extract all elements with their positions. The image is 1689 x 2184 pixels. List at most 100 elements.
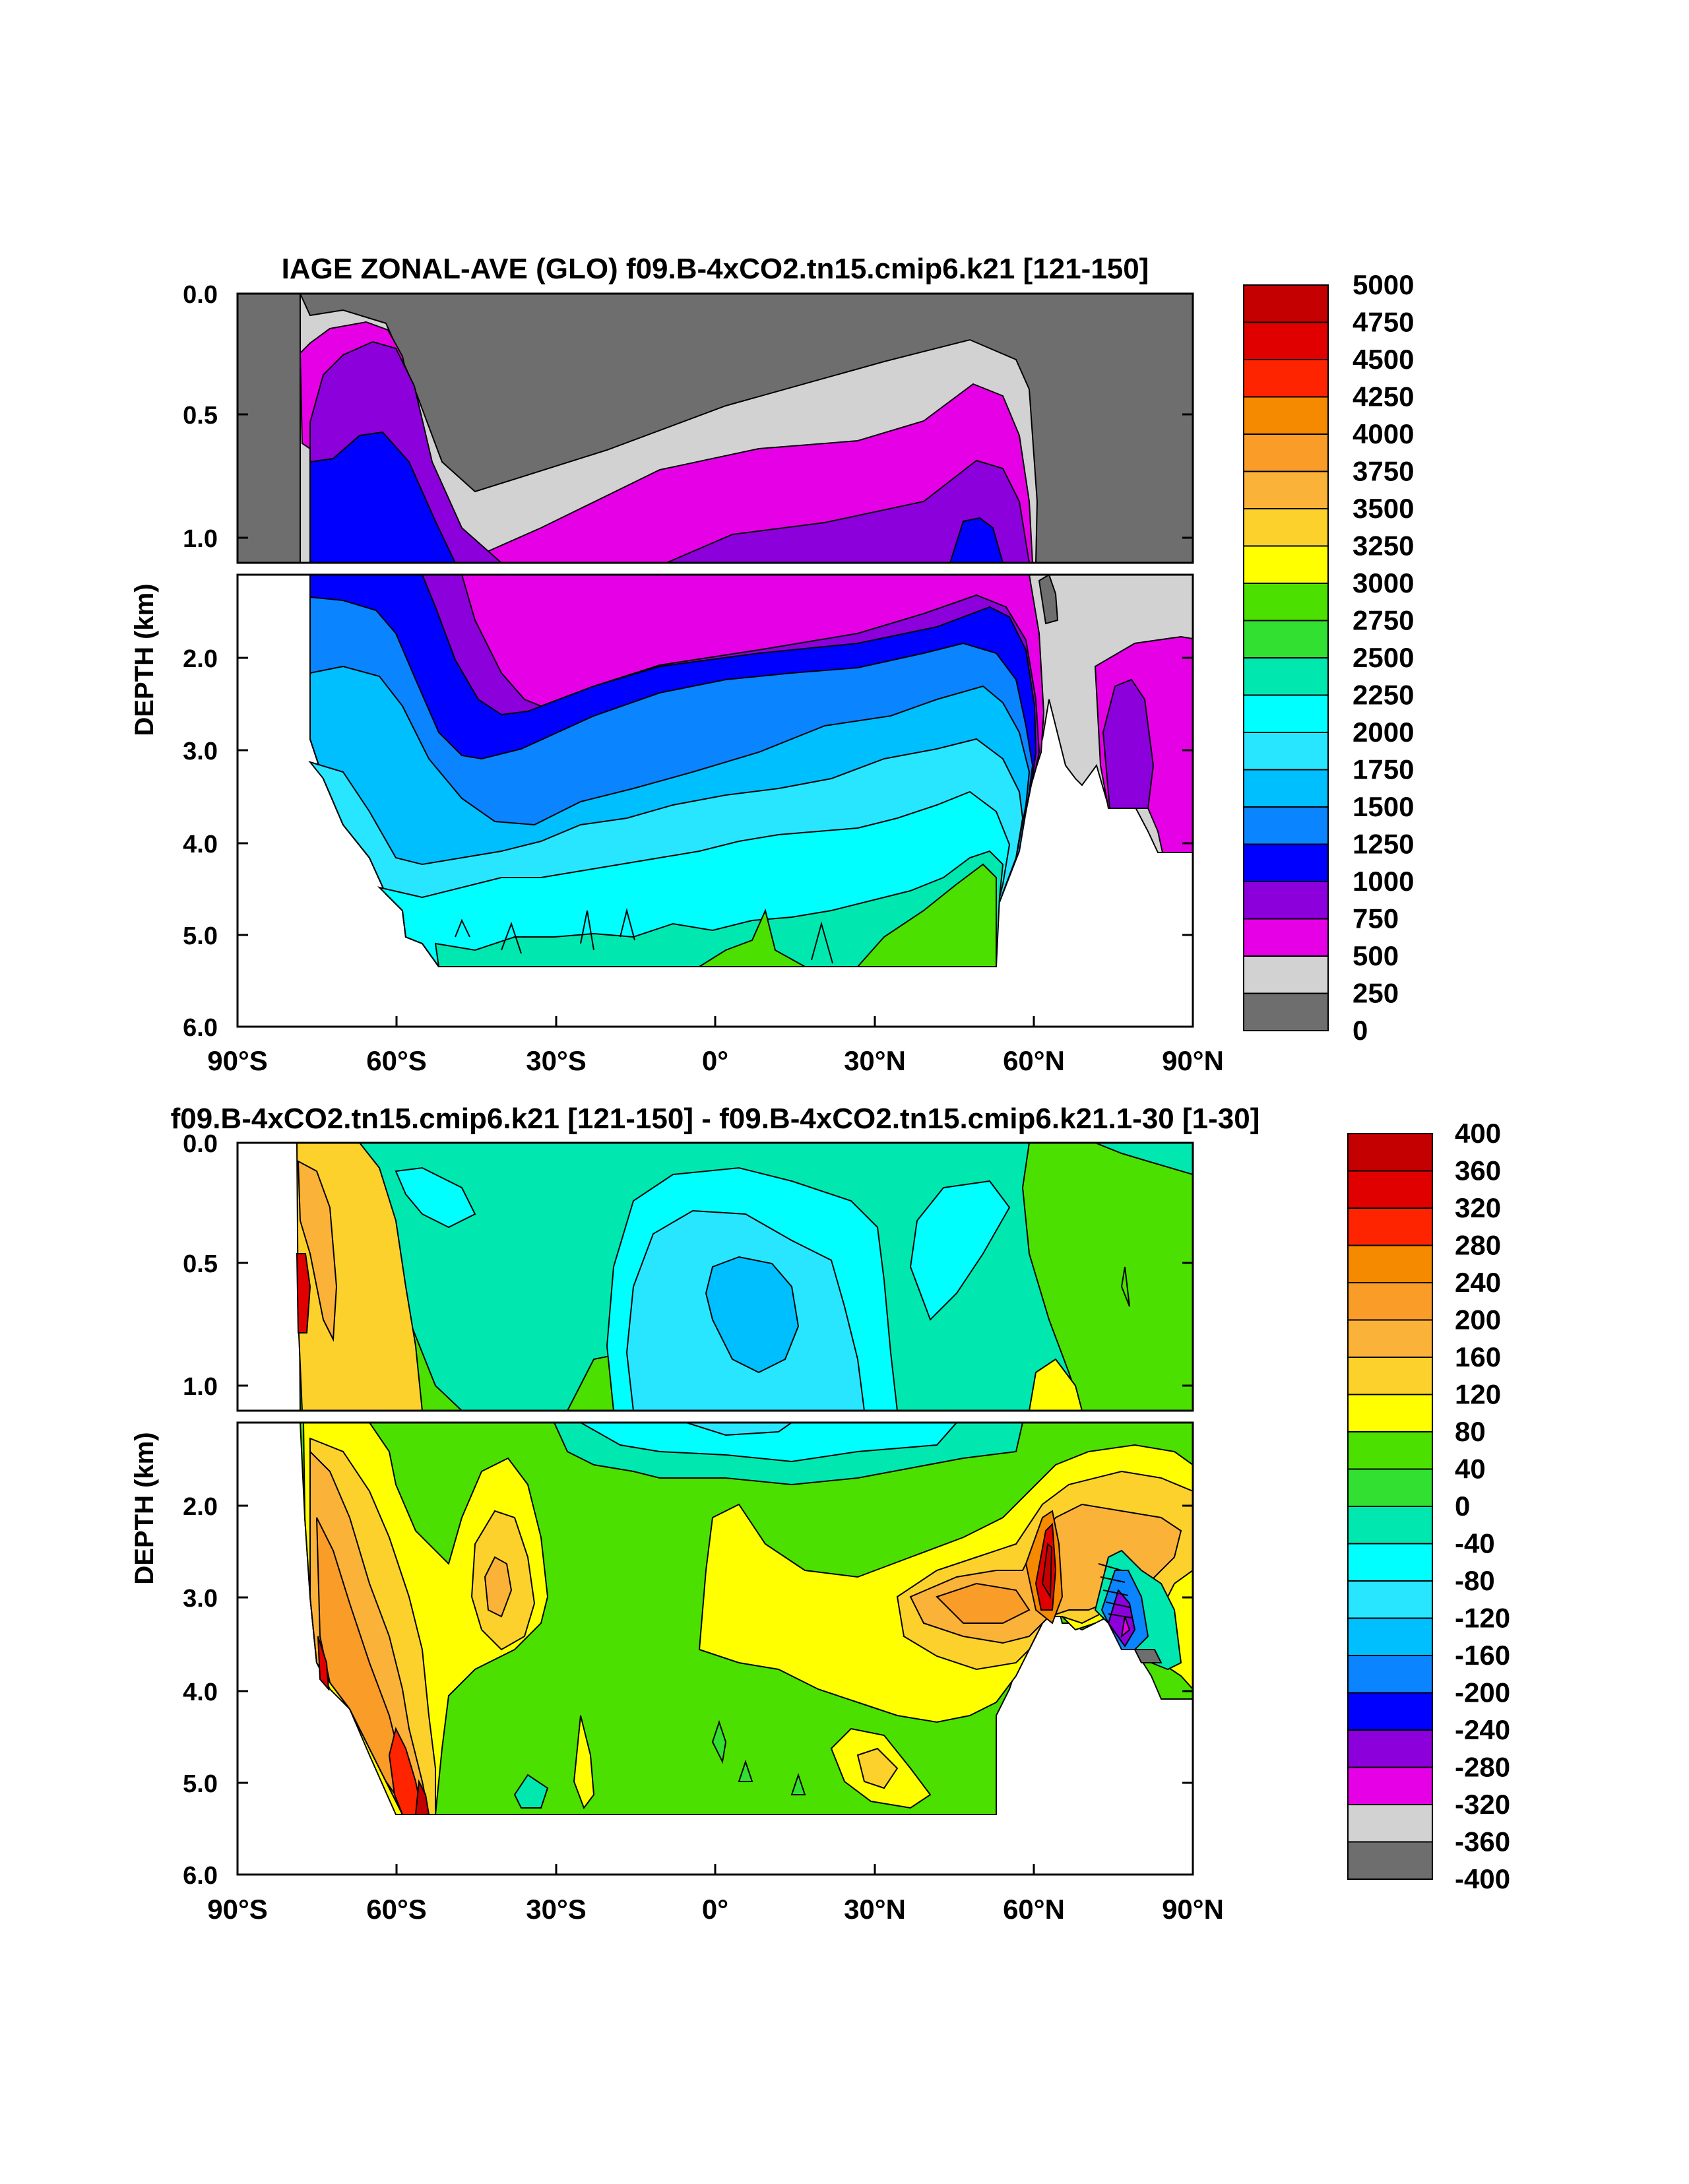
x-tick-label: 90°N [1162,1045,1224,1076]
colorbar-swatch [1243,881,1329,920]
x-tick-label: 60°S [366,1045,427,1076]
colorbar-swatch [1243,769,1329,808]
panel-2-top-frame [236,1141,1194,1412]
colorbar-label: 280 [1455,1230,1501,1261]
colorbar-swatch [1347,1207,1433,1246]
colorbar-label: 2000 [1353,717,1414,748]
colorbar-swatch [1243,321,1329,360]
x-tick-label: 90°S [207,1894,268,1925]
colorbar-swatch [1243,508,1329,547]
x-tick-label: 60°N [1003,1894,1065,1925]
colorbar-label: -80 [1455,1565,1495,1596]
colorbar-swatch [1347,1655,1433,1694]
colorbar-label: 4250 [1353,381,1414,412]
panel-2: f09.B-4xCO2.tn15.cmip6.k21 [121-150] - f… [130,1103,1510,1925]
colorbar-swatch [1347,1357,1433,1396]
colorbar-label: 3000 [1353,567,1414,598]
x-tick-label: 30°N [844,1045,906,1076]
colorbar-swatch [1243,284,1329,323]
colorbar-swatch [1347,1394,1433,1432]
panel-1-ylabel: DEPTH (km) [130,583,159,736]
colorbar-label: -40 [1455,1528,1495,1559]
panel-1: IAGE ZONAL-AVE (GLO) f09.B-4xCO2.tn15.cm… [130,253,1414,1076]
colorbar-label: 5000 [1353,269,1414,300]
colorbar-swatch [1347,1133,1433,1172]
colorbar-swatch [1243,843,1329,882]
colorbar-swatch [1243,545,1329,584]
colorbar-label: 1000 [1353,866,1414,897]
colorbar-label: 80 [1455,1416,1486,1447]
panel-2-title: f09.B-4xCO2.tn15.cmip6.k21 [121-150] - f… [171,1103,1260,1135]
y-tick-label: 1.0 [183,1373,218,1401]
colorbar-label: 2250 [1353,680,1414,711]
y-tick-label: 6.0 [183,1862,218,1890]
colorbar-swatch [1243,396,1329,435]
colorbar-label: 320 [1455,1192,1501,1223]
colorbar-label: 4750 [1353,307,1414,338]
colorbar-swatch [1243,434,1329,472]
y-tick-label: 4.0 [183,1679,218,1706]
colorbar-label: 360 [1455,1155,1501,1186]
panel-2-y-tick-labels: 0.0 0.5 1.0 2.0 3.0 4.0 5.0 6.0 [183,1130,218,1890]
y-tick-label: 2.0 [183,1493,218,1521]
y-tick-label: 6.0 [183,1014,218,1042]
x-tick-label: 30°S [526,1045,587,1076]
y-tick-label: 3.0 [183,738,218,765]
panel-1-colorbar: 5000475045004250400037503500325030002750… [1243,269,1414,1046]
colorbar-swatch [1347,1506,1433,1545]
y-tick-label: 0.5 [183,402,218,430]
y-tick-label: 5.0 [183,1770,218,1798]
colorbar-label: 160 [1455,1341,1501,1372]
colorbar-label: 750 [1353,903,1399,934]
colorbar-swatch [1347,1617,1433,1656]
panel-2-ticks [238,1141,1193,1875]
panel-1-y-tick-labels: 0.0 0.5 1.0 2.0 3.0 4.0 5.0 6.0 [183,281,218,1042]
colorbar-swatch [1243,992,1329,1031]
colorbar-label: -320 [1455,1789,1510,1820]
y-tick-label: 3.0 [183,1585,218,1613]
colorbar-swatch [1243,955,1329,994]
colorbar-swatch [1347,1170,1433,1209]
x-tick-label: 60°S [366,1894,427,1925]
colorbar-swatch [1243,694,1329,733]
colorbar-label: 400 [1455,1118,1501,1149]
colorbar-swatch [1243,657,1329,696]
panel-2-x-tick-labels: 90°S 60°S 30°S 0° 30°N 60°N 90°N [207,1894,1224,1925]
colorbar-label: -120 [1455,1603,1510,1634]
x-tick-label: 0° [702,1045,728,1076]
panel-1-ticks [238,292,1193,1027]
colorbar-swatch [1347,1692,1433,1731]
colorbar-swatch [1347,1543,1433,1582]
colorbar-swatch [1347,1431,1433,1470]
x-tick-label: 30°N [844,1894,906,1925]
panel-1-field-bottom [238,575,1193,1027]
panel-2-ylabel: DEPTH (km) [130,1432,159,1584]
colorbar-swatch [1347,1468,1433,1507]
panel-1-top-frame [236,292,1194,564]
y-tick-label: 4.0 [183,831,218,858]
x-tick-label: 30°S [526,1894,587,1925]
colorbar-swatch [1347,1729,1433,1768]
panel-1-x-tick-labels: 90°S 60°S 30°S 0° 30°N 60°N 90°N [207,1045,1224,1076]
colorbar-label: 3250 [1353,530,1414,562]
colorbar-label: 3750 [1353,456,1414,487]
colorbar-label: 4000 [1353,418,1414,449]
y-tick-label: 2.0 [183,645,218,673]
colorbar-label: -280 [1455,1752,1510,1783]
colorbar-swatch [1243,732,1329,771]
colorbar-label: -160 [1455,1640,1510,1671]
colorbar-swatch [1347,1580,1433,1619]
y-tick-label: 0.5 [183,1250,218,1278]
colorbar-swatch [1347,1804,1433,1843]
colorbar-label: 1500 [1353,791,1414,822]
x-tick-label: 90°N [1162,1894,1224,1925]
colorbar-swatch [1243,470,1329,509]
colorbar-label: 500 [1353,940,1399,971]
y-tick-label: 1.0 [183,525,218,553]
colorbar-swatch [1347,1282,1433,1321]
colorbar-label: 120 [1455,1379,1501,1410]
panel-2-colorbar: 40036032028024020016012080400-40-80-120-… [1347,1118,1510,1894]
y-tick-label: 0.0 [183,281,218,309]
colorbar-label: -240 [1455,1714,1510,1745]
colorbar-label: 40 [1455,1454,1486,1485]
